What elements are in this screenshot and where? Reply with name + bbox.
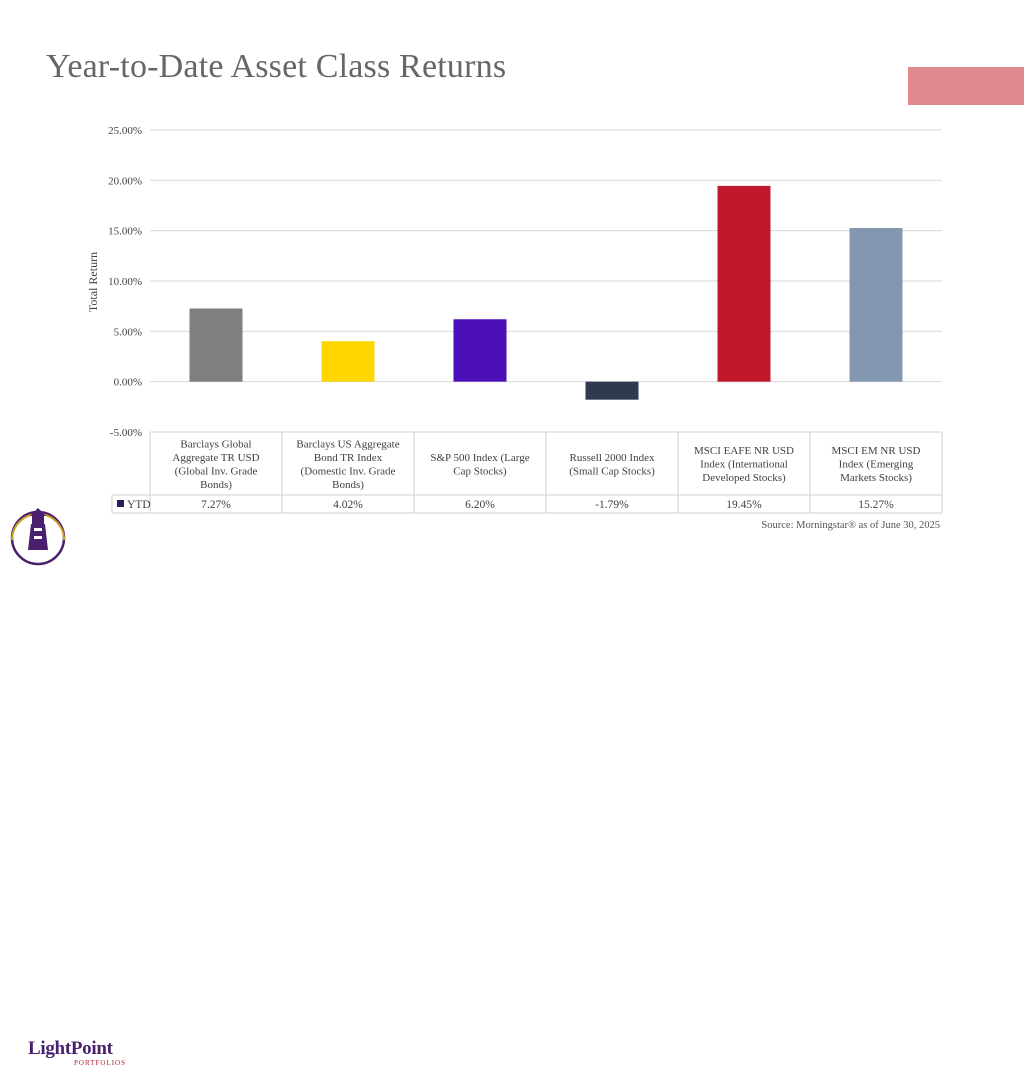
- bar: [189, 308, 243, 382]
- source-note: Source: Morningstar® as of June 30, 2025: [761, 520, 940, 531]
- bar: [321, 341, 375, 382]
- page-title: Year-to-Date Asset Class Returns: [46, 48, 507, 85]
- category-label: Russell 2000 Index (Small Cap Stocks): [569, 452, 655, 478]
- y-tick-labels: 25.00% 20.00% 15.00% 10.00% 5.00% 0.00% -5.00%: [108, 125, 142, 439]
- category-label: MSCI EM NR USD Index (Emerging Markets Sto…: [832, 445, 921, 484]
- y-axis-label: Total Return: [86, 252, 100, 312]
- lightpoint-logo: LightPoint PORTFOLIOS: [4, 500, 125, 1067]
- category-label: MSCI EAFE NR USD Index (International Deve…: [694, 445, 794, 484]
- y-tick-label: 15.00%: [108, 226, 142, 238]
- bar: [585, 381, 639, 400]
- category-label: S&P 500 Index (Large Cap Stocks): [430, 452, 529, 478]
- bar: [453, 319, 507, 382]
- logo-wordmark: LightPoint: [28, 1038, 113, 1059]
- data-label: 4.02%: [333, 499, 363, 511]
- accent-bar: [908, 67, 1024, 105]
- legend-label: YTD: [127, 499, 151, 511]
- y-tick-label: 10.00%: [108, 276, 142, 288]
- category-label: Barclays Global Aggregate TR USD (Global I…: [172, 438, 259, 491]
- y-tick-label: 25.00%: [108, 125, 142, 137]
- logo-subtitle: PORTFOLIOS: [74, 1059, 126, 1067]
- y-tick-label: -5.00%: [110, 427, 142, 439]
- bars: [189, 185, 903, 400]
- y-tick-label: 5.00%: [114, 326, 142, 338]
- data-label: -1.79%: [595, 499, 629, 511]
- bar-chart: 25.00% 20.00% 15.00% 10.00% 5.00% 0.00% -5.00%…: [86, 125, 943, 514]
- category-label: Barclays US Aggregate Bond TR Index (Domes…: [296, 438, 399, 491]
- bar: [717, 185, 771, 382]
- data-label: 15.27%: [858, 499, 894, 511]
- data-label: 7.27%: [201, 499, 231, 511]
- data-table: Barclays Global Aggregate TR USD (Global I…: [111, 431, 943, 514]
- legend-marker: [117, 500, 124, 507]
- grid-lines: [150, 129, 942, 433]
- bar: [849, 227, 903, 382]
- y-tick-label: 20.00%: [108, 175, 142, 187]
- lighthouse-icon: [10, 508, 66, 566]
- data-label: 6.20%: [465, 499, 495, 511]
- y-tick-label: 0.00%: [114, 377, 142, 389]
- data-label: 19.45%: [726, 499, 762, 511]
